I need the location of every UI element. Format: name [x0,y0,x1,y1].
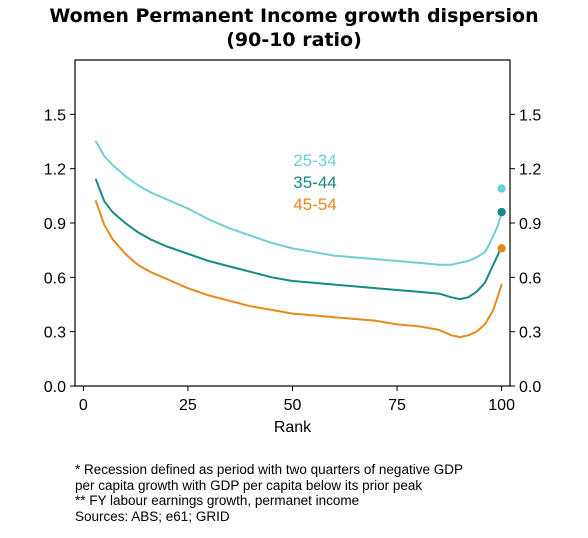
series-end-point-25-34 [497,184,506,193]
footnotes: * Recession defined as period with two q… [75,462,463,524]
y-tick-label-right: 0.6 [519,270,541,287]
y-tick-label-left: 0.6 [44,270,66,287]
y-tick-label-left: 0.0 [44,379,66,396]
line-chart: 0.0 0.3 0.6 0.9 1.2 1.5 0.0 0.3 0.6 0.9 1.2 1.5 0 25 5… [44,59,541,436]
y-tick-label-right: 0.9 [519,216,541,233]
x-tick-label: 50 [284,397,302,414]
footnote-recession-2: per capita growth with GDP per capita be… [75,477,423,493]
footnote-recession-1: * Recession defined as period with two q… [75,462,463,477]
y-tick-label-left: 0.9 [44,216,66,233]
footnote-sources: Sources: ABS; e61; GRID [75,508,230,524]
legend-label-45-54: 45-54 [293,195,336,214]
x-tick-label: 25 [179,397,197,414]
chart-title-line-2: (90-10 ratio) [226,29,362,51]
y-tick-label-right: 0.0 [519,379,541,396]
legend-label-35-44: 35-44 [293,173,336,192]
x-tick-label: 75 [388,397,406,414]
chart-title-line-1: Women Permanent Income growth dispersion [49,5,539,27]
series-line-25-34 [94,140,503,266]
series-line-45-54 [94,200,503,339]
footnote-earnings: ** FY labour earnings growth, permanet i… [75,493,360,508]
plot-frame [74,59,511,387]
y-tick-label-right: 1.5 [519,107,541,124]
x-tick-label: 100 [488,397,515,414]
x-tick-label: 0 [79,397,88,414]
y-tick-label-right: 0.3 [519,325,541,342]
series-end-point-35-44 [497,207,506,217]
series-end-point-45-54 [497,244,506,253]
series-line-35-44 [94,178,503,301]
y-tick-label-left: 1.2 [44,162,66,179]
y-tick-label-left: 1.5 [44,107,66,124]
y-tick-label-right: 1.2 [519,162,541,179]
x-axis-label: Rank [274,419,312,436]
legend-label-25-34: 25-34 [293,151,336,170]
y-tick-label-left: 0.3 [44,325,66,342]
